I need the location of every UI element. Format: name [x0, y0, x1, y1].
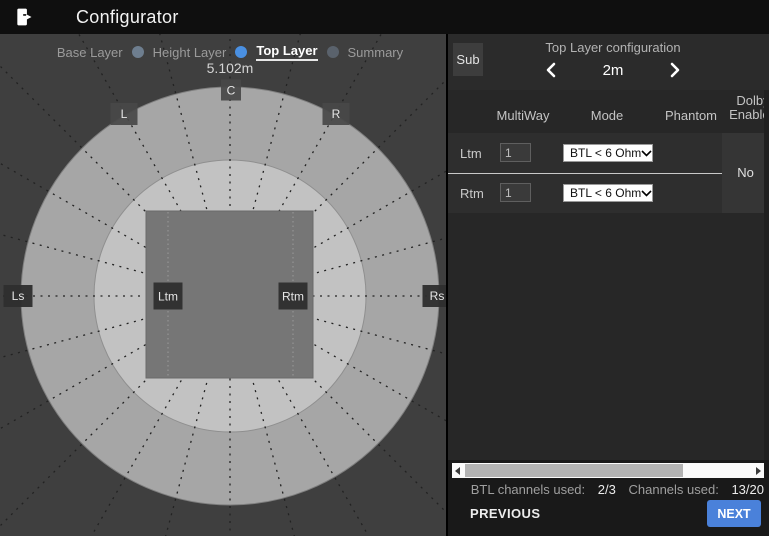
- mode-select-value: BTL < 6 Ohm: [570, 146, 642, 160]
- column-header-phantom: Phantom: [664, 108, 718, 123]
- column-header-mode: Mode: [590, 108, 624, 123]
- config-panel: Sub Top Layer configuration 2m MultiWay M…: [448, 34, 769, 536]
- chevron-left-icon[interactable]: [545, 62, 556, 78]
- speaker-marker-c: C: [221, 79, 241, 101]
- stepper-step-base-layer[interactable]: Base Layer: [56, 44, 123, 60]
- speaker-marker-r: R: [322, 103, 350, 125]
- channel-rows: Ltm BTL < 6 Ohm Rtm BTL < 6 Ohm No: [448, 133, 769, 213]
- config-panel-footer: BTL channels used: 2/3 Channels used: 13…: [448, 460, 769, 536]
- dolby-enabled-value: No: [737, 165, 754, 180]
- btl-channels-value: 2/3: [597, 482, 616, 497]
- exit-door-icon[interactable]: [14, 7, 34, 27]
- stepper-step-top-layer[interactable]: Top Layer: [256, 43, 318, 61]
- scroll-right-arrow-icon[interactable]: [756, 466, 761, 475]
- stepper-step-height-layer[interactable]: Height Layer: [152, 44, 227, 60]
- speaker-marker-ls: Ls: [3, 285, 33, 307]
- stepper-dot: [326, 46, 339, 58]
- scrollbar-thumb[interactable]: [465, 464, 683, 477]
- channel-label: Rtm: [460, 186, 484, 201]
- layer-stepper: Base Layer Height Layer Top Layer Summary: [14, 43, 446, 61]
- chevron-down-icon: [641, 189, 652, 197]
- channels-used-value: 13/20: [731, 482, 764, 497]
- horizontal-scrollbar[interactable]: [452, 463, 764, 478]
- speaker-marker-rs: Rs: [422, 285, 446, 307]
- channels-status: BTL channels used: 2/3 Channels used: 13…: [462, 482, 764, 497]
- stepper-dot: [131, 46, 144, 58]
- table-column-headers: MultiWay Mode Phantom Dolby Enabled: [448, 90, 769, 133]
- channels-used-label: Channels used:: [628, 482, 719, 497]
- mode-select[interactable]: BTL < 6 Ohm: [563, 144, 653, 162]
- previous-button[interactable]: PREVIOUS: [470, 506, 541, 521]
- sub-channel-chip[interactable]: Sub: [453, 43, 483, 76]
- vertical-scrollbar[interactable]: [764, 90, 769, 460]
- column-header-multiway: MultiWay: [496, 108, 550, 123]
- mode-select[interactable]: BTL < 6 Ohm: [563, 184, 653, 202]
- multiway-input[interactable]: [500, 183, 531, 202]
- channel-label: Ltm: [460, 146, 482, 161]
- channel-table: MultiWay Mode Phantom Dolby Enabled Ltm BTL …: [448, 90, 769, 460]
- scroll-left-arrow-icon[interactable]: [455, 466, 460, 475]
- app-title: Configurator: [76, 6, 179, 27]
- stepper-step-summary[interactable]: Summary: [347, 44, 404, 60]
- row-divider: [448, 173, 722, 174]
- speaker-marker-l: L: [110, 103, 138, 125]
- config-panel-header: Sub Top Layer configuration 2m: [448, 34, 769, 90]
- chevron-right-icon[interactable]: [670, 62, 681, 78]
- speaker-layout-panel: C L R Ls Rs Ltm Rtm Base Layer Height Layer Top …: [0, 34, 446, 536]
- next-button[interactable]: NEXT: [707, 500, 761, 527]
- speaker-marker-rtm: Rtm: [278, 282, 308, 310]
- channel-row-ltm: Ltm BTL < 6 Ohm: [448, 133, 769, 173]
- speaker-polar-chart: [0, 34, 446, 536]
- topbar: Configurator: [0, 0, 769, 34]
- distance-label: 5.102m: [206, 60, 254, 76]
- dolby-enabled-column: No: [722, 133, 769, 213]
- chevron-down-icon: [641, 149, 652, 157]
- stepper-dot: [235, 46, 248, 58]
- layer-height-stepper: 2m: [488, 58, 738, 82]
- multiway-input[interactable]: [500, 143, 531, 162]
- panel-title: Top Layer configuration: [545, 40, 681, 55]
- layer-height-value: 2m: [602, 61, 624, 79]
- btl-channels-label: BTL channels used:: [470, 482, 586, 497]
- channel-row-rtm: Rtm BTL < 6 Ohm: [448, 173, 769, 213]
- column-header-dolby-enabled: Dolby Enabled: [729, 93, 769, 122]
- speaker-marker-ltm: Ltm: [153, 282, 183, 310]
- mode-select-value: BTL < 6 Ohm: [570, 186, 642, 200]
